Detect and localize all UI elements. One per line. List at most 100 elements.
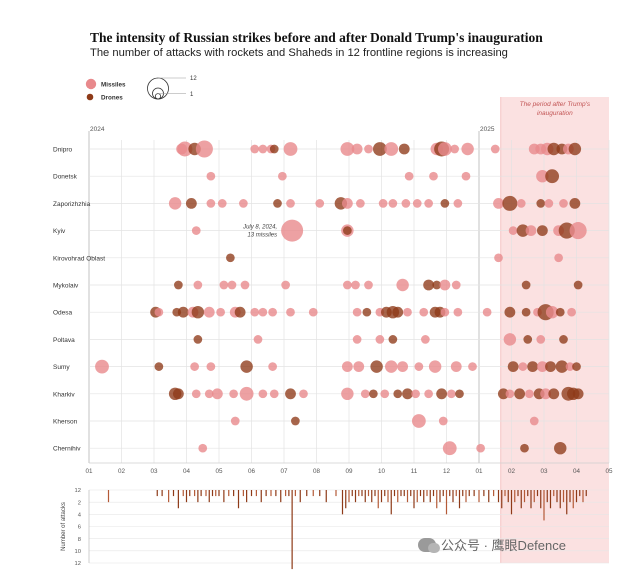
bar-y-tick-label: 4 bbox=[78, 513, 82, 519]
data-point bbox=[388, 199, 398, 208]
bar bbox=[569, 490, 571, 503]
region-label: Poltava bbox=[53, 337, 75, 344]
bar bbox=[439, 490, 441, 503]
bar bbox=[182, 490, 184, 497]
bar bbox=[228, 490, 230, 497]
year-label: 2024 bbox=[90, 126, 105, 133]
data-point bbox=[258, 307, 268, 317]
data-point bbox=[516, 224, 530, 237]
data-point bbox=[388, 335, 398, 344]
data-point bbox=[393, 389, 403, 399]
bar-y-axis-label: Number of attacks bbox=[61, 502, 67, 551]
bar bbox=[325, 490, 327, 503]
bar bbox=[455, 490, 457, 497]
data-point bbox=[204, 389, 214, 399]
bar bbox=[306, 490, 308, 497]
data-point bbox=[250, 144, 260, 154]
x-tick-label: 02 bbox=[508, 468, 516, 475]
bar bbox=[436, 490, 438, 509]
bar bbox=[517, 490, 519, 497]
data-point bbox=[351, 280, 360, 290]
bar bbox=[351, 490, 353, 497]
period-shading bbox=[500, 97, 609, 563]
data-point bbox=[216, 307, 225, 317]
bar bbox=[312, 490, 314, 497]
bar-y-tick-label: 8 bbox=[78, 537, 81, 543]
data-point bbox=[211, 388, 223, 400]
data-point bbox=[191, 305, 205, 319]
data-point bbox=[453, 307, 463, 317]
data-point bbox=[518, 362, 528, 371]
bar bbox=[465, 490, 467, 503]
bar bbox=[291, 490, 293, 570]
bar bbox=[200, 490, 202, 497]
data-point bbox=[493, 197, 504, 209]
data-point bbox=[398, 143, 410, 155]
bar bbox=[358, 490, 360, 497]
data-point bbox=[428, 360, 442, 373]
data-point bbox=[193, 280, 203, 290]
data-point bbox=[341, 361, 353, 373]
data-point bbox=[540, 388, 552, 400]
bar bbox=[585, 490, 587, 497]
data-point bbox=[95, 359, 109, 374]
data-point bbox=[227, 280, 237, 290]
data-point bbox=[573, 280, 583, 290]
data-point bbox=[525, 389, 534, 399]
data-point bbox=[281, 219, 304, 242]
data-point bbox=[369, 389, 378, 399]
data-point bbox=[514, 388, 526, 400]
bar bbox=[387, 490, 389, 503]
bar bbox=[540, 490, 542, 509]
data-point bbox=[286, 199, 295, 208]
data-point bbox=[308, 307, 318, 317]
data-point bbox=[168, 197, 182, 210]
data-point bbox=[219, 280, 229, 290]
wechat-icon bbox=[418, 537, 440, 553]
chart-subtitle: The number of attacks with rockets and S… bbox=[90, 47, 508, 59]
bar bbox=[246, 490, 248, 503]
data-point bbox=[240, 280, 250, 290]
bar bbox=[168, 490, 170, 503]
data-point bbox=[419, 307, 429, 317]
data-point bbox=[572, 362, 581, 371]
bar bbox=[553, 490, 555, 497]
data-point bbox=[567, 307, 576, 317]
region-label: Dnipro bbox=[53, 147, 73, 154]
data-point bbox=[508, 226, 518, 235]
bar bbox=[410, 490, 412, 497]
data-point bbox=[230, 416, 240, 426]
data-point bbox=[440, 199, 450, 208]
bar bbox=[426, 490, 428, 497]
bar bbox=[107, 490, 110, 503]
data-point bbox=[447, 389, 456, 399]
bar bbox=[458, 490, 461, 509]
bar bbox=[429, 490, 431, 503]
bar bbox=[294, 490, 296, 497]
bar bbox=[575, 490, 578, 503]
data-point bbox=[455, 389, 464, 399]
bar-y-tick-label: 12 bbox=[75, 561, 81, 567]
data-point bbox=[555, 307, 565, 317]
data-point bbox=[341, 197, 353, 209]
data-point bbox=[403, 307, 412, 317]
x-tick-label: 05 bbox=[215, 468, 223, 475]
data-point bbox=[536, 361, 548, 373]
bar-y-tick-label: 6 bbox=[78, 525, 81, 531]
bar bbox=[215, 490, 217, 497]
region-label: Donetsk bbox=[53, 174, 78, 181]
bar bbox=[432, 490, 435, 497]
bar bbox=[488, 490, 490, 503]
data-point bbox=[536, 199, 546, 208]
data-point bbox=[268, 307, 277, 317]
bar bbox=[413, 490, 415, 509]
bar bbox=[285, 490, 287, 497]
bar bbox=[501, 490, 503, 509]
data-point bbox=[372, 142, 387, 156]
period-label-line1: The period after Trump's bbox=[520, 101, 591, 108]
data-point bbox=[364, 280, 373, 290]
data-point bbox=[384, 142, 399, 156]
data-point bbox=[438, 416, 448, 426]
data-point bbox=[525, 225, 537, 237]
data-point bbox=[285, 388, 296, 400]
